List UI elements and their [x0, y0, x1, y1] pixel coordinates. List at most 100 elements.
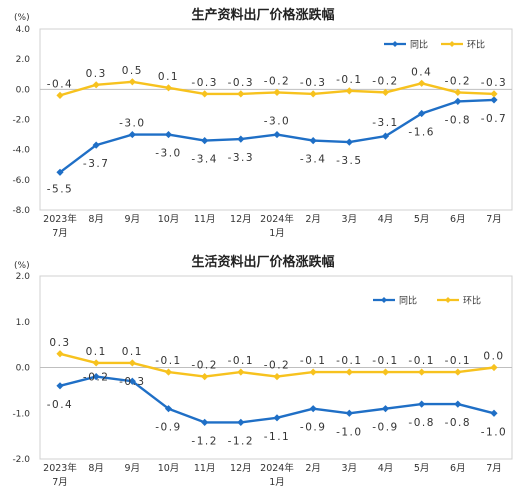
data-point: [309, 137, 317, 145]
y-tick-label: 0.0: [16, 364, 31, 374]
data-point: [164, 405, 173, 413]
x-tick-label: 2023年: [43, 213, 77, 225]
chart-1: 生产资料出厂价格涨跌幅 (%) 4.0 2.0 0.0 -2.0 -4.0 -6.0 -8.0 2…: [12, 7, 513, 239]
data-label: -0.1: [228, 355, 255, 367]
x-tick-label: 5月: [414, 463, 430, 474]
chart-title: 生产资料出厂价格涨跌幅: [191, 7, 334, 23]
x-tick-label: 11月: [194, 214, 216, 225]
x-tick-label-line2: 1月: [269, 477, 285, 488]
data-point: [454, 400, 462, 408]
data-label: -3.1: [372, 117, 399, 129]
y-tick-label: 0.0: [16, 85, 31, 95]
data-label: -3.3: [228, 152, 255, 164]
y-tick-label: -8.0: [12, 206, 30, 216]
data-point: [454, 368, 462, 376]
y-tick-label: -6.0: [12, 176, 30, 186]
data-point: [92, 81, 100, 89]
data-label: -0.2: [191, 360, 218, 372]
legend-label-1: 同比: [399, 295, 417, 307]
legend-marker-2: [449, 41, 455, 47]
data-point: [454, 88, 462, 96]
data-label: -0.1: [372, 355, 399, 367]
data-label: 0.1: [158, 71, 179, 83]
data-label: -1.2: [191, 435, 218, 447]
x-tick-label: 10月: [158, 214, 180, 225]
data-label: -1.6: [408, 126, 435, 138]
x-tick-label: 5月: [414, 214, 430, 225]
data-point: [164, 84, 173, 92]
x-tick-label: 2月: [305, 463, 321, 474]
data-label: -0.9: [300, 422, 327, 434]
data-label: -0.1: [408, 355, 435, 367]
data-label: -0.7: [481, 113, 508, 125]
data-label: -0.3: [119, 376, 146, 388]
data-label: -3.7: [83, 158, 110, 170]
x-tick-label: 6月: [450, 214, 466, 225]
data-label: -3.0: [264, 116, 291, 128]
data-label: -0.2: [372, 75, 399, 87]
data-label: -0.2: [83, 372, 110, 384]
x-tick-label: 8月: [88, 214, 104, 225]
data-point: [418, 400, 426, 408]
x-tick-label: 3月: [342, 463, 358, 474]
x-tick-label: 6月: [450, 463, 466, 474]
data-point: [490, 363, 498, 372]
data-point: [201, 373, 209, 381]
y-tick-label: -2.0: [12, 116, 30, 126]
x-tick-label-line2: 1月: [269, 228, 285, 239]
x-tick-label: 11月: [194, 463, 216, 474]
y-unit-label: (%): [14, 13, 30, 23]
data-label: -1.2: [228, 435, 255, 447]
legend-label-1: 同比: [410, 39, 428, 51]
data-point: [273, 130, 281, 139]
data-label: -0.3: [481, 77, 508, 89]
data-label: -3.0: [119, 118, 146, 130]
data-label: -0.4: [47, 399, 74, 411]
legend-marker-1: [392, 41, 398, 47]
x-tick-label: 9月: [125, 463, 141, 474]
y-tick-label: 4.0: [16, 25, 31, 35]
data-label: -0.1: [336, 355, 363, 367]
data-point: [381, 368, 390, 376]
data-point: [92, 141, 100, 149]
x-tick-label: 3月: [342, 214, 358, 225]
data-point: [273, 373, 281, 381]
data-label: 0.3: [86, 68, 107, 80]
x-tick-label: 12月: [230, 214, 252, 225]
data-label: -1.1: [264, 431, 291, 443]
data-point: [128, 359, 136, 367]
data-label: -0.9: [155, 422, 182, 434]
data-point: [237, 90, 245, 98]
y-tick-label: 1.0: [16, 318, 31, 328]
data-point: [273, 88, 281, 96]
data-point: [345, 138, 353, 146]
data-label: -0.4: [47, 78, 74, 90]
data-point: [56, 91, 64, 99]
data-label: -3.4: [191, 154, 218, 166]
data-label: -0.9: [372, 422, 399, 434]
data-point: [128, 130, 136, 139]
data-point: [237, 418, 245, 426]
data-point: [418, 109, 426, 118]
data-point: [273, 414, 281, 422]
data-point: [164, 368, 173, 376]
x-tick-label: 2024年: [260, 213, 294, 225]
data-point: [56, 382, 64, 390]
data-point: [490, 90, 498, 98]
y-tick-label: 2.0: [16, 272, 31, 282]
data-point: [164, 130, 173, 139]
y-unit-label: (%): [14, 261, 30, 271]
data-point: [56, 350, 64, 358]
data-point: [490, 409, 498, 417]
x-tick-label: 2024年: [260, 462, 294, 474]
chart-2: 生活资料出厂价格涨跌幅 (%)2.0 1.0 0.0 -1.0 -2.0 2023年 7月 8月…: [12, 254, 513, 488]
data-label: 0.4: [411, 66, 432, 78]
data-label: -1.0: [481, 426, 508, 438]
data-label: -3.4: [300, 154, 327, 166]
y-tick-label: -1.0: [12, 409, 30, 419]
data-label: -0.3: [228, 77, 255, 89]
legend-marker-2: [445, 297, 451, 303]
data-point: [128, 78, 136, 86]
data-point: [454, 97, 462, 105]
data-point: [92, 373, 100, 381]
